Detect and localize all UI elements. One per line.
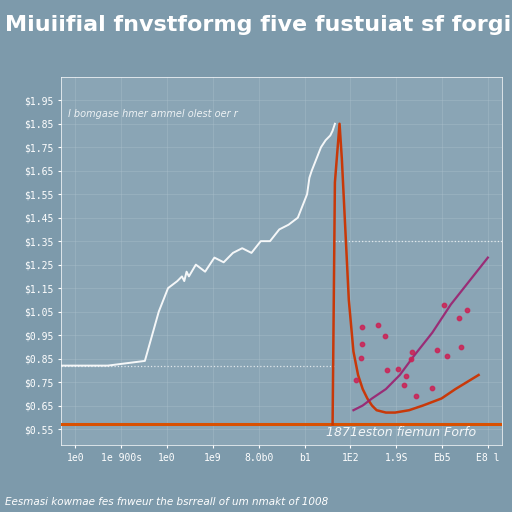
Point <box>358 323 366 331</box>
Point <box>402 372 410 380</box>
Point <box>442 352 451 360</box>
Point <box>408 348 416 356</box>
Point <box>455 314 463 322</box>
Point <box>463 306 471 314</box>
Text: 1871eston fiemun Forfo: 1871eston fiemun Forfo <box>326 426 476 439</box>
Point <box>380 332 389 340</box>
Point <box>407 354 415 362</box>
Point <box>428 383 436 392</box>
Point <box>400 381 409 389</box>
Point <box>383 366 391 374</box>
Point <box>394 365 402 373</box>
Point <box>440 301 448 309</box>
Point <box>433 346 441 354</box>
Text: l bomgase hmer ammel olest oer r: l bomgase hmer ammel olest oer r <box>69 109 238 119</box>
Point <box>412 392 420 400</box>
Point <box>352 376 360 384</box>
Point <box>357 353 365 361</box>
Point <box>358 340 367 348</box>
Text: Eesmasi kowmae fes fnweur the bsrreall of um nmakt of 1008: Eesmasi kowmae fes fnweur the bsrreall o… <box>5 497 328 507</box>
Point <box>374 322 382 330</box>
Point <box>457 343 465 351</box>
Text: Miuiifial fnvstformg five fustuiat sf forgi u: Miuiifial fnvstformg five fustuiat sf fo… <box>5 15 512 35</box>
